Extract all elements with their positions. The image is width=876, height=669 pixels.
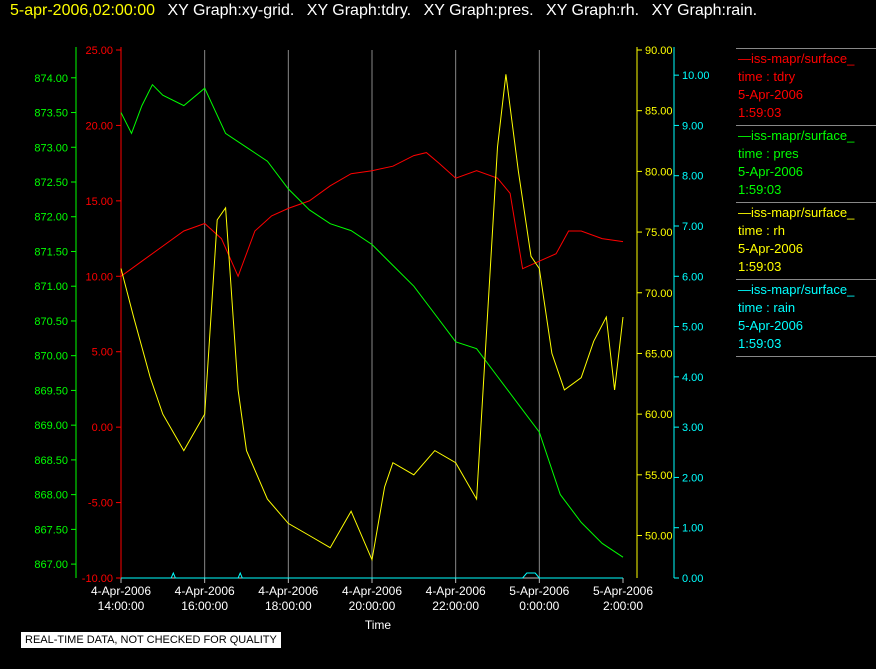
rh-tick-label: 65.00 <box>645 348 673 360</box>
pres-tick-label: 871.50 <box>34 246 68 258</box>
timestamp: 5-apr-2006,02:00:00 <box>10 2 155 19</box>
tdry-tick-label: 10.00 <box>85 271 113 283</box>
x-tick-label-time: 0:00:00 <box>519 599 559 613</box>
rh-tick-label: 80.00 <box>645 166 673 178</box>
pres-tick-label: 867.50 <box>34 524 68 536</box>
rh-tick-label: 75.00 <box>645 227 673 239</box>
legend-date: 5-Apr-2006 <box>738 241 804 256</box>
pres-tick-label: 872.00 <box>34 212 68 224</box>
legend-time: 1:59:03 <box>738 182 782 197</box>
pres-tick-label: 867.00 <box>34 559 68 571</box>
graph-title-tdry: XY Graph:tdry. <box>306 2 412 19</box>
pres-tick-label: 869.00 <box>34 420 68 432</box>
pres-tick-label: 872.50 <box>34 177 68 189</box>
legend-var: time : pres <box>738 146 799 161</box>
x-tick-label-date: 5-Apr-2006 <box>593 584 653 598</box>
x-tick-label-date: 4-Apr-2006 <box>175 584 235 598</box>
series-line-rh <box>120 74 624 562</box>
data-quality-note: REAL-TIME DATA, NOT CHECKED FOR QUALITY <box>20 631 282 649</box>
graph-title-pres: XY Graph:pres. <box>423 2 534 19</box>
rh-tick-label: 60.00 <box>645 409 673 421</box>
legend-entry-tdry: —iss-mapr/surface_time : tdry 5-Apr-2006 1… <box>736 48 876 125</box>
rain-tick-label: 8.00 <box>682 171 703 183</box>
legend: —iss-mapr/surface_ time : tdry 5-Apr-2006 1… <box>736 48 876 357</box>
x-tick-label-time: 14:00:00 <box>98 599 145 613</box>
rain-tick-label: 6.00 <box>682 271 703 283</box>
rh-tick-label: 85.00 <box>645 106 673 118</box>
legend-entry-pres: —iss-mapr/surface_time : pres 5-Apr-2006 1… <box>736 125 876 202</box>
legend-name: —iss-mapr/surface_ <box>738 128 855 143</box>
pres-tick-label: 874.00 <box>34 73 68 85</box>
tdry-tick-label: 20.00 <box>85 120 113 132</box>
x-tick-label-date: 4-Apr-2006 <box>258 584 318 598</box>
rain-tick-label: 0.00 <box>682 573 703 585</box>
series-line-pres <box>120 83 624 558</box>
x-tick-label-time: 20:00:00 <box>349 599 396 613</box>
graph-title-xy-grid: XY Graph:xy-grid. <box>167 2 295 19</box>
legend-var: time : rain <box>738 300 796 315</box>
series-line-rain <box>121 571 623 579</box>
legend-var: time : rh <box>738 223 785 238</box>
legend-name: —iss-mapr/surface_ <box>738 205 855 220</box>
rh-tick-label: 55.00 <box>645 470 673 482</box>
legend-entry-rain: —iss-mapr/surface_time : rain 5-Apr-2006 1… <box>736 279 876 356</box>
tdry-tick-label: -10.00 <box>82 573 113 585</box>
graph-title-bar: 5-apr-2006,02:00:00 XY Graph:xy-grid. XY… <box>10 2 757 20</box>
x-tick-label-date: 4-Apr-2006 <box>426 584 486 598</box>
graph-title-rh: XY Graph:rh. <box>546 2 640 19</box>
pres-tick-label: 868.50 <box>34 455 68 467</box>
legend-name: —iss-mapr/surface_ <box>738 282 855 297</box>
x-axis-title: Time <box>365 618 392 632</box>
rain-tick-label: 4.00 <box>682 372 703 384</box>
tdry-tick-label: 15.00 <box>85 196 113 208</box>
tdry-tick-label: 25.00 <box>85 45 113 57</box>
pres-tick-label: 870.00 <box>34 351 68 363</box>
rain-tick-label: 5.00 <box>682 322 703 334</box>
rain-tick-label: 3.00 <box>682 422 703 434</box>
pres-tick-label: 873.00 <box>34 142 68 154</box>
legend-time: 1:59:03 <box>738 336 782 351</box>
tdry-tick-label: -5.00 <box>88 498 113 510</box>
x-tick-label-time: 2:00:00 <box>603 599 643 613</box>
legend-time: 1:59:03 <box>738 105 782 120</box>
rain-tick-label: 7.00 <box>682 221 703 233</box>
legend-name: —iss-mapr/surface_ <box>738 51 855 66</box>
x-tick-label-date: 4-Apr-2006 <box>342 584 402 598</box>
legend-bottom-rule <box>736 356 876 357</box>
graph-title-rain: XY Graph:rain. <box>651 2 758 19</box>
rain-tick-label: 1.00 <box>682 523 703 535</box>
pres-tick-label: 868.00 <box>34 490 68 502</box>
pres-tick-label: 869.50 <box>34 385 68 397</box>
legend-date: 5-Apr-2006 <box>738 318 804 333</box>
legend-var: time : tdry <box>738 69 796 84</box>
tdry-tick-label: 0.00 <box>92 422 113 434</box>
pres-tick-label: 871.00 <box>34 281 68 293</box>
legend-date: 5-Apr-2006 <box>738 87 804 102</box>
rh-tick-label: 70.00 <box>645 288 673 300</box>
x-tick-label-time: 16:00:00 <box>181 599 228 613</box>
rh-tick-label: 50.00 <box>645 531 673 543</box>
legend-entry-rh: —iss-mapr/surface_time : rh 5-Apr-2006 1:5… <box>736 202 876 279</box>
rain-tick-label: 2.00 <box>682 472 703 484</box>
rain-tick-label: 9.00 <box>682 120 703 132</box>
rain-tick-label: 10.00 <box>682 70 710 82</box>
x-tick-label-time: 18:00:00 <box>265 599 312 613</box>
legend-date: 5-Apr-2006 <box>738 164 804 179</box>
pres-tick-label: 870.50 <box>34 316 68 328</box>
pres-tick-label: 873.50 <box>34 108 68 120</box>
rh-tick-label: 90.00 <box>645 45 673 57</box>
x-tick-label-date: 5-Apr-2006 <box>509 584 569 598</box>
tdry-tick-label: 5.00 <box>92 347 113 359</box>
x-tick-label-date: 4-Apr-2006 <box>91 584 151 598</box>
legend-time: 1:59:03 <box>738 259 782 274</box>
x-tick-label-time: 22:00:00 <box>432 599 479 613</box>
